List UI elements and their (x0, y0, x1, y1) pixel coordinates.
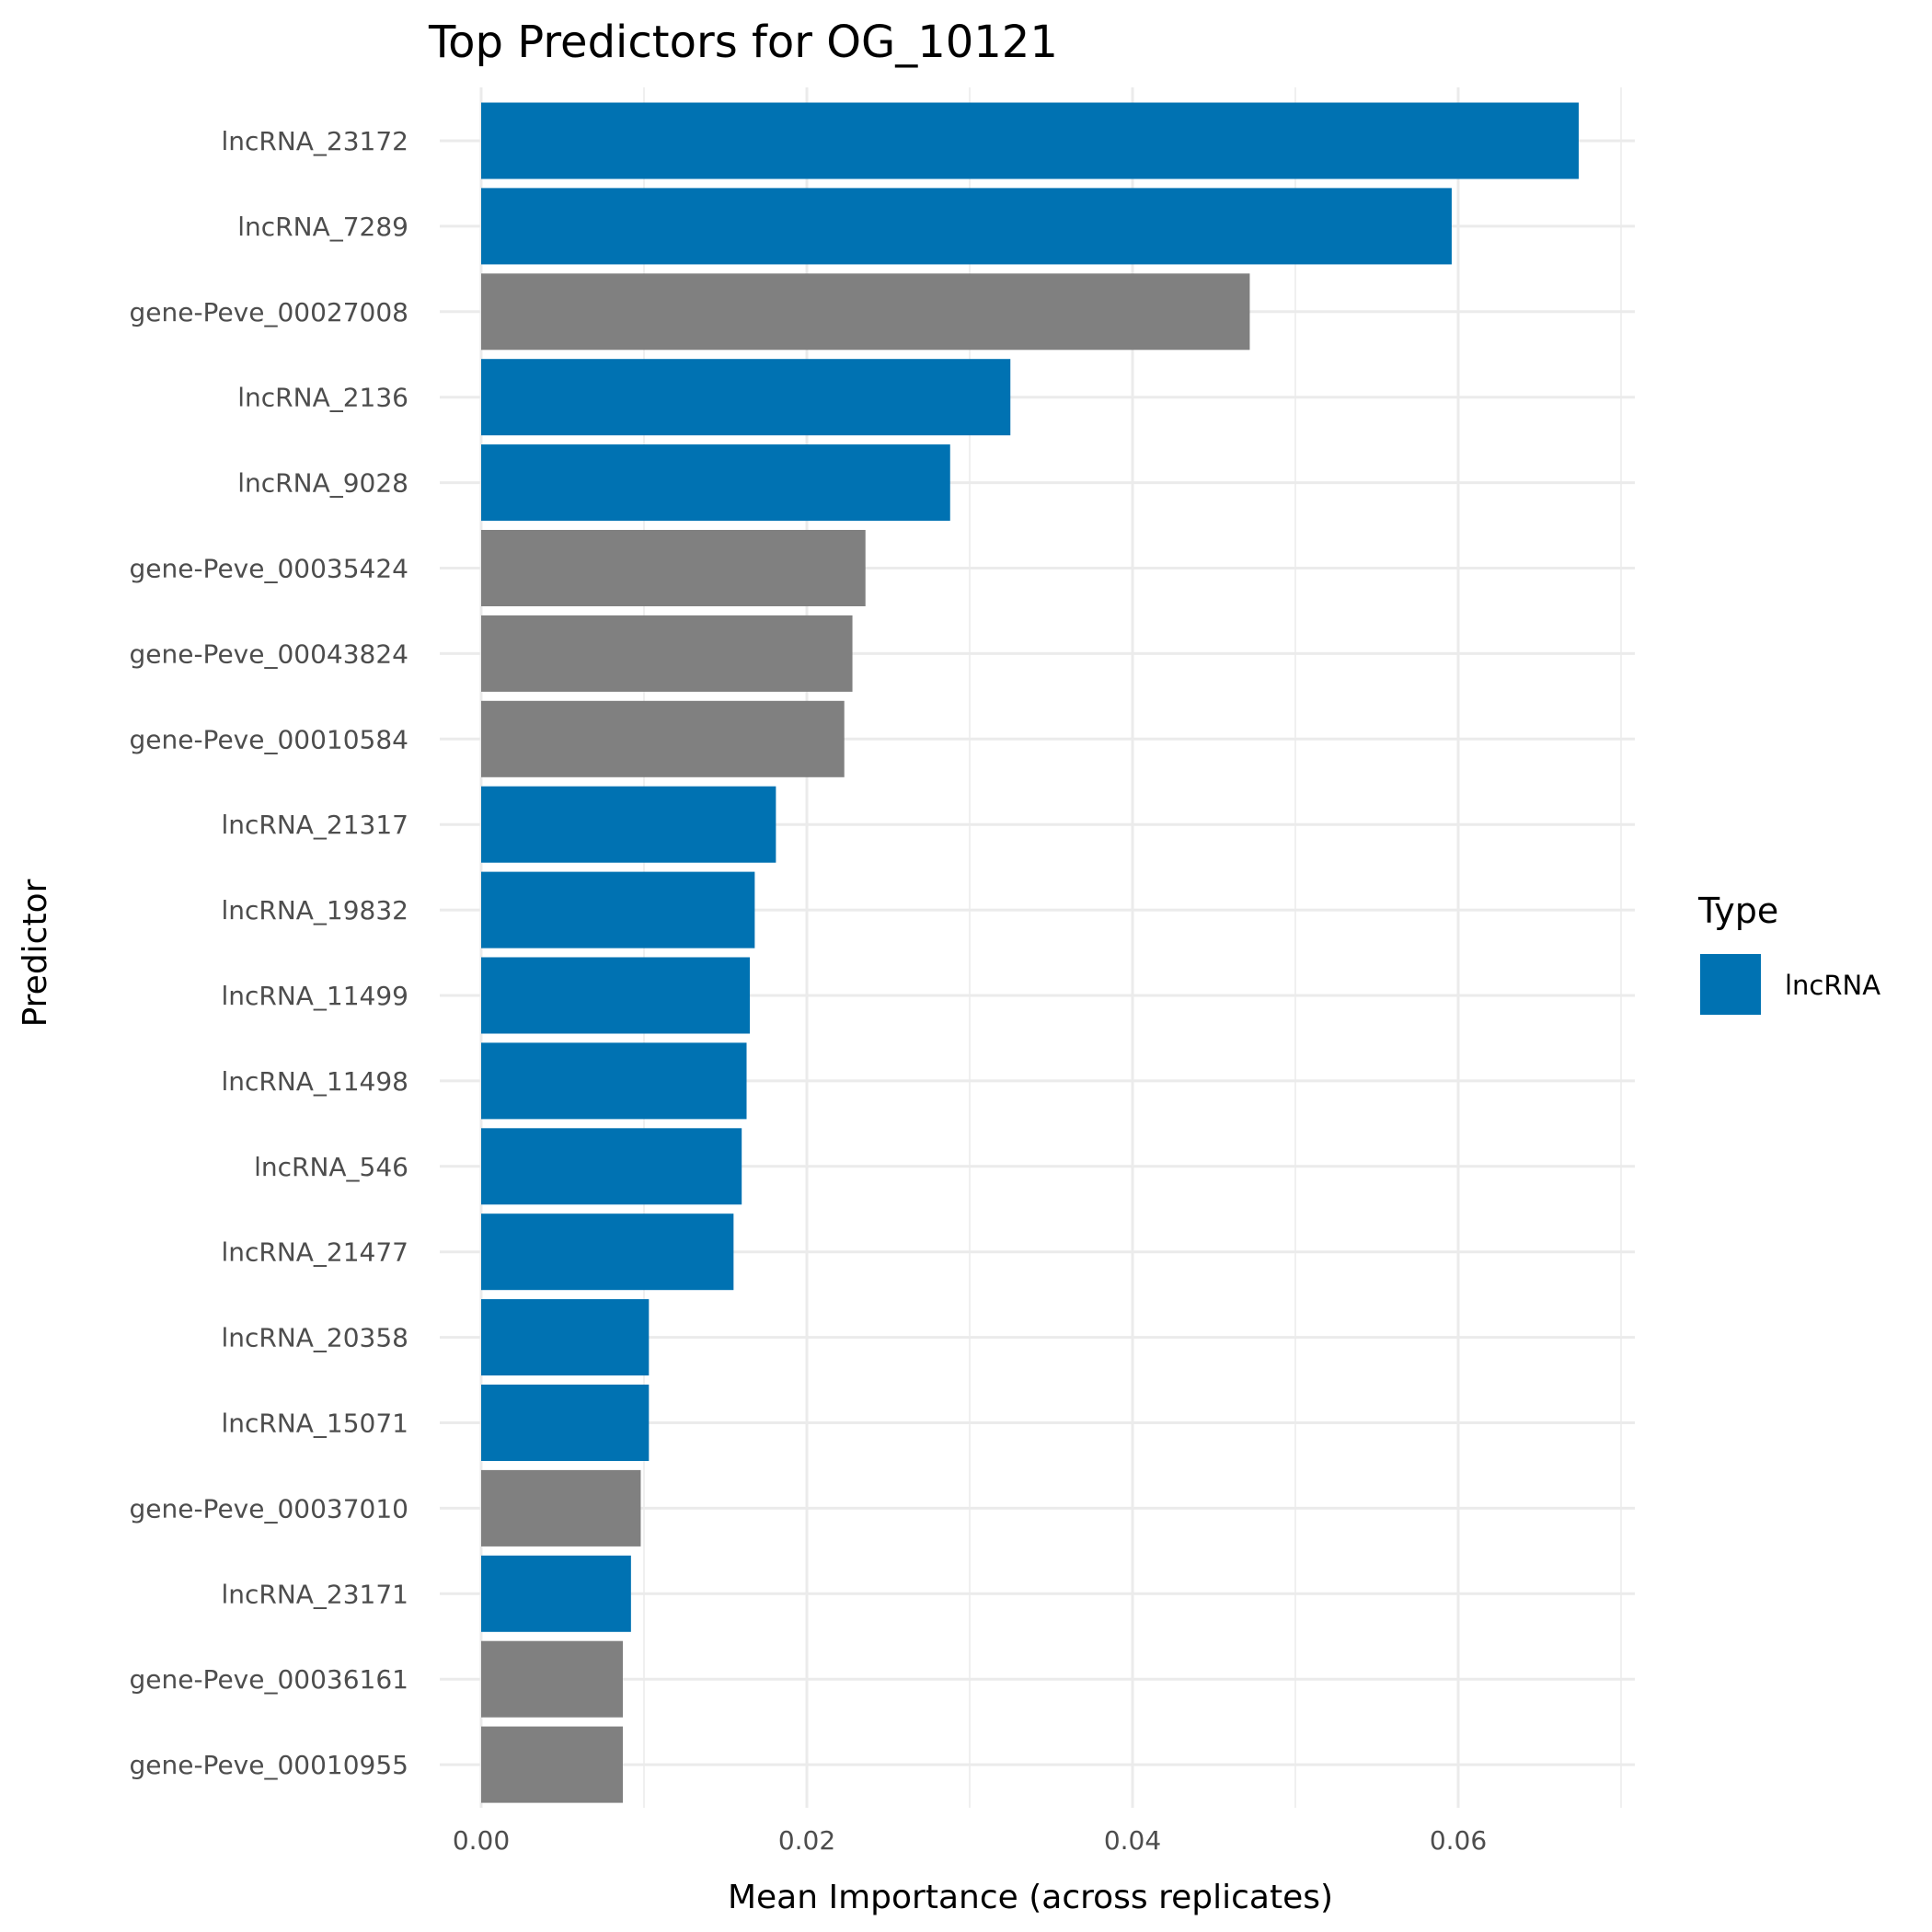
bar-gene-Peve_00036161 (481, 1640, 623, 1718)
y-tick-label: lncRNA_21477 (221, 1237, 408, 1268)
bar-gene-Peve_00037010 (481, 1469, 641, 1547)
y-tick-label: lncRNA_23171 (221, 1579, 408, 1609)
y-tick-label: gene-Peve_00010584 (129, 724, 408, 754)
y-tick-label: lncRNA_11498 (221, 1066, 408, 1097)
bar-gene-Peve_00010584 (481, 700, 845, 777)
bars (481, 102, 1579, 1803)
bar-lncRNA_21477 (481, 1213, 734, 1291)
y-tick-label: lncRNA_15071 (221, 1409, 408, 1439)
y-tick-label: gene-Peve_00043824 (129, 638, 408, 669)
y-tick-label: gene-Peve_00035424 (129, 554, 408, 584)
y-tick-label: lncRNA_546 (254, 1152, 408, 1182)
y-tick-label: gene-Peve_00027008 (129, 297, 408, 328)
chart-title: Top Predictors for OG_10121 (428, 17, 1058, 68)
bar-lncRNA_7289 (481, 188, 1452, 265)
bar-gene-Peve_00010955 (481, 1726, 623, 1803)
y-tick-label: lncRNA_2136 (237, 383, 408, 413)
x-tick-label: 0.04 (1104, 1825, 1161, 1856)
y-tick-label: lncRNA_9028 (237, 468, 408, 499)
y-tick-label: lncRNA_11499 (221, 981, 408, 1011)
bar-lncRNA_9028 (481, 444, 950, 522)
bar-lncRNA_11499 (481, 957, 751, 1034)
y-tick-label: lncRNA_7289 (237, 212, 408, 242)
y-tick-label: lncRNA_19832 (221, 895, 408, 926)
y-tick-label: gene-Peve_00010955 (129, 1750, 408, 1780)
legend-label-lncrna: lncRNA (1785, 970, 1880, 1001)
y-tick-label: lncRNA_21317 (221, 810, 408, 840)
y-tick-label: gene-Peve_00037010 (129, 1493, 408, 1524)
x-tick-label: 0.02 (778, 1825, 835, 1856)
bar-lncRNA_546 (481, 1128, 742, 1205)
bar-lncRNA_11498 (481, 1042, 747, 1120)
bar-gene-Peve_00035424 (481, 530, 866, 606)
legend-swatch-lncrna (1700, 954, 1761, 1015)
legend: Type lncRNA (1697, 891, 1880, 1015)
bar-gene-Peve_00027008 (481, 273, 1250, 351)
x-tick-labels: 0.00 0.02 0.04 0.06 (453, 1825, 1487, 1856)
x-axis-title: Mean Importance (across replicates) (728, 1879, 1333, 1916)
bar-gene-Peve_00043824 (481, 615, 853, 692)
x-tick-label: 0.06 (1430, 1825, 1487, 1856)
bar-lncRNA_15071 (481, 1385, 650, 1461)
y-axis-title: Predictor (17, 879, 54, 1027)
y-tick-labels: lncRNA_23172 lncRNA_7289 gene-Peve_0002700… (129, 126, 408, 1780)
bar-lncRNA_20358 (481, 1299, 650, 1376)
y-tick-label: lncRNA_20358 (221, 1323, 408, 1353)
bar-lncRNA_23172 (481, 102, 1579, 179)
x-tick-label: 0.00 (453, 1825, 510, 1856)
bar-lncRNA_23171 (481, 1555, 631, 1632)
legend-title: Type (1697, 891, 1778, 931)
bar-lncRNA_19832 (481, 871, 755, 949)
bar-lncRNA_21317 (481, 786, 776, 863)
y-tick-label: gene-Peve_00036161 (129, 1664, 408, 1695)
bar-lncRNA_2136 (481, 359, 1011, 436)
y-tick-label: lncRNA_23172 (221, 126, 408, 156)
